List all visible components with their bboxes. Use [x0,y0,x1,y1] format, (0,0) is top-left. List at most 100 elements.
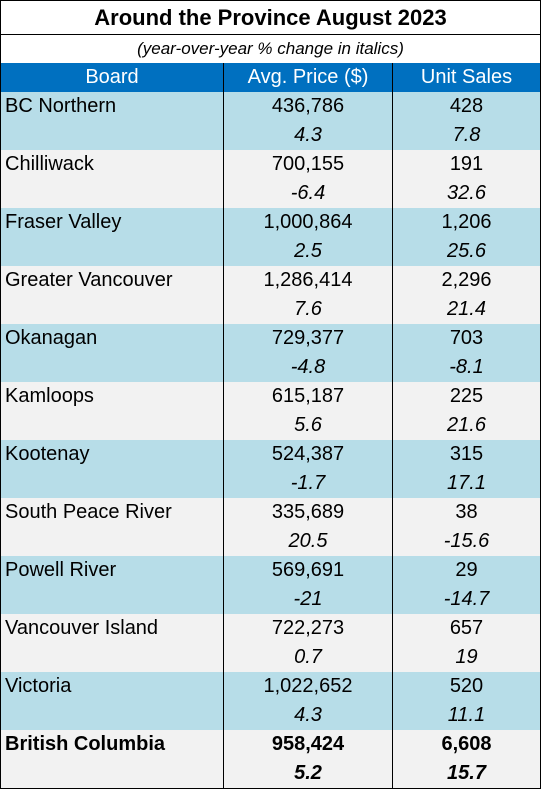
column-header-sales: Unit Sales [392,63,540,92]
avg-price-change: -6.4 [290,182,326,204]
table-title: Around the Province August 2023 [1,1,540,35]
header-row: Board Avg. Price ($) Unit Sales [1,63,540,92]
price-cell: 1,022,652 4.3 [223,672,392,730]
avg-price-value: 436,786 [271,95,345,117]
board-name: Chilliwack [5,153,94,175]
unit-sales-change: 7.8 [452,124,481,146]
unit-sales-value: 428 [449,95,484,117]
sales-cell: 225 21.6 [392,382,540,440]
avg-price-change: 20.5 [288,530,328,552]
avg-price-change: 5.2 [294,762,322,784]
avg-price-change: 7.6 [294,298,322,320]
avg-price-value: 1,000,864 [263,211,353,233]
price-cell: 335,689 20.5 [223,498,392,556]
sales-cell: 2,296 21.4 [392,266,540,324]
board-name: BC Northern [5,95,117,117]
price-cell: 569,691 -21 [223,556,392,614]
price-cell: 722,273 0.7 [223,614,392,672]
unit-sales-change: -8.1 [449,356,484,378]
board-name: British Columbia [5,733,166,755]
price-cell: 700,155 -6.4 [223,150,392,208]
table-row: Fraser Valley 1,000,864 2.5 1,206 25.6 [1,208,540,266]
sales-cell: 38 -15.6 [392,498,540,556]
board-name: Greater Vancouver [5,269,173,291]
table-row: South Peace River 335,689 20.5 38 -15.6 [1,498,540,556]
avg-price-value: 569,691 [271,559,345,581]
table-row: Victoria 1,022,652 4.3 520 11.1 [1,672,540,730]
avg-price-value: 958,424 [271,733,345,755]
unit-sales-value: 29 [455,559,478,581]
unit-sales-change: -15.6 [443,530,490,552]
unit-sales-value: 191 [449,153,484,175]
price-cell: 1,000,864 2.5 [223,208,392,266]
avg-price-change: -4.8 [290,356,326,378]
unit-sales-value: 315 [449,443,484,465]
unit-sales-change: 19 [455,646,478,668]
table-row: Vancouver Island 722,273 0.7 657 19 [1,614,540,672]
table-row: Powell River 569,691 -21 29 -14.7 [1,556,540,614]
avg-price-value: 1,286,414 [263,269,353,291]
unit-sales-change: 15.7 [447,762,486,784]
avg-price-value: 615,187 [271,385,345,407]
avg-price-value: 729,377 [271,327,345,349]
avg-price-value: 700,155 [271,153,345,175]
board-name: South Peace River [5,501,172,523]
board-name: Kamloops [5,385,94,407]
unit-sales-change: 21.4 [447,298,486,320]
table-subtitle: (year-over-year % change in italics) [137,39,404,58]
table-row: Okanagan 729,377 -4.8 703 -8.1 [1,324,540,382]
sales-cell: 315 17.1 [392,440,540,498]
price-cell: 436,786 4.3 [223,92,392,150]
sales-cell: 520 11.1 [392,672,540,730]
table-body: BC Northern 436,786 4.3 428 7.8 Chilliwack 700… [1,92,540,788]
board-name: Vancouver Island [5,617,159,639]
sales-cell: 1,206 25.6 [392,208,540,266]
avg-price-change: 2.5 [294,240,322,262]
avg-price-value: 524,387 [271,443,345,465]
price-cell: 958,424 5.2 [223,730,392,788]
sales-cell: 703 -8.1 [392,324,540,382]
column-header-price: Avg. Price ($) [223,63,392,92]
avg-price-value: 722,273 [271,617,345,639]
unit-sales-value: 1,206 [441,211,492,233]
table-row: Kootenay 524,387 -1.7 315 17.1 [1,440,540,498]
board-name: Victoria [5,675,72,697]
unit-sales-change: 25.6 [447,240,486,262]
unit-sales-value: 225 [449,385,484,407]
unit-sales-change: 17.1 [447,472,486,494]
table-row: Kamloops 615,187 5.6 225 21.6 [1,382,540,440]
price-cell: 615,187 5.6 [223,382,392,440]
sales-cell: 29 -14.7 [392,556,540,614]
avg-price-change: 4.3 [294,124,322,146]
avg-price-change: -21 [293,588,323,610]
sales-cell: 6,608 15.7 [392,730,540,788]
unit-sales-change: 21.6 [447,414,486,436]
unit-sales-value: 2,296 [441,269,492,291]
unit-sales-change: 11.1 [447,704,486,726]
price-cell: 524,387 -1.7 [223,440,392,498]
avg-price-change: 0.7 [294,646,322,668]
unit-sales-change: -14.7 [443,588,490,610]
table-row: Greater Vancouver 1,286,414 7.6 2,296 21.4 [1,266,540,324]
board-name: Fraser Valley [5,211,122,233]
board-name: Kootenay [5,443,90,465]
unit-sales-value: 657 [449,617,484,639]
board-name: Okanagan [5,327,98,349]
avg-price-value: 335,689 [271,501,345,523]
sales-cell: 191 32.6 [392,150,540,208]
sales-cell: 657 19 [392,614,540,672]
avg-price-change: 4.3 [294,704,322,726]
unit-sales-value: 38 [455,501,478,523]
table-row: Chilliwack 700,155 -6.4 191 32.6 [1,150,540,208]
table-row: BC Northern 436,786 4.3 428 7.8 [1,92,540,150]
sales-cell: 428 7.8 [392,92,540,150]
board-name: Powell River [5,559,117,581]
unit-sales-change: 32.6 [447,182,486,204]
avg-price-value: 1,022,652 [263,675,353,697]
avg-price-change: -1.7 [290,472,326,494]
price-cell: 1,286,414 7.6 [223,266,392,324]
unit-sales-value: 520 [449,675,484,697]
column-header-board: Board [85,66,139,88]
avg-price-change: 5.6 [294,414,322,436]
